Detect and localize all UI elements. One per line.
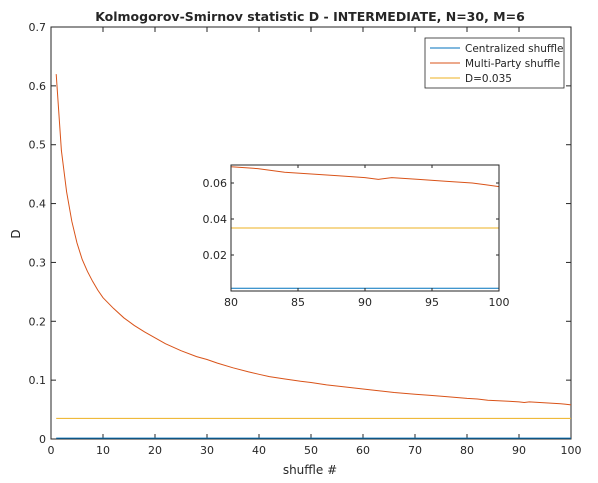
y-tick-label-4: 0.4 (29, 198, 47, 211)
legend: Centralized shuffle Multi-Party shuffle D=… (424, 37, 565, 89)
y-tick-label-2: 0.2 (29, 315, 47, 328)
x-tick-label-3: 30 (200, 444, 214, 457)
y-tick-label-0: 0 (39, 433, 46, 446)
inset-plot: 80 85 90 95 100 0.02 0.04 0.06 (203, 164, 510, 309)
inset-x-tick-label-0: 80 (224, 296, 238, 309)
inset-y-tick-label-2: 0.06 (203, 177, 228, 190)
legend-label-centralized-shuffle: Centralized shuffle (465, 43, 564, 55)
x-tick-label-10: 100 (561, 444, 582, 457)
x-tick-label-2: 20 (148, 444, 162, 457)
x-tick-label-9: 90 (512, 444, 526, 457)
inset-x-tick-label-3: 95 (425, 296, 439, 309)
y-axis-label: D (9, 229, 23, 238)
series-line-multi-party-shuffle (55, 74, 572, 406)
inset-y-tick-label-1: 0.04 (203, 213, 228, 226)
inset-series-line-multi-party-shuffle (231, 166, 499, 188)
x-tick-label-8: 80 (460, 444, 474, 457)
y-tick-label-6: 0.6 (29, 80, 47, 93)
x-tick-label-6: 60 (356, 444, 370, 457)
legend-label-d-0-035: D=0.035 (465, 73, 512, 85)
x-tick-label-1: 10 (96, 444, 110, 457)
x-axis-label: shuffle # (283, 463, 337, 477)
inset-y-tick-label-0: 0.02 (203, 249, 228, 262)
inset-x-tick-label-4: 100 (489, 296, 510, 309)
inset-series (231, 166, 499, 289)
inset-x-tick-label-2: 90 (358, 296, 372, 309)
chart-title: Kolmogorov-Smirnov statistic D - INTERME… (95, 9, 525, 24)
x-tick-label-0: 0 (48, 444, 55, 457)
y-tick-label-1: 0.1 (29, 374, 47, 387)
x-tick-label-4: 40 (252, 444, 266, 457)
inset-x-tick-label-1: 85 (291, 296, 305, 309)
x-tick-label-5: 50 (304, 444, 318, 457)
legend-label-multi-party-shuffle: Multi-Party shuffle (465, 58, 560, 70)
y-tick-label-7: 0.7 (29, 21, 47, 34)
x-tick-label-7: 70 (408, 444, 422, 457)
y-tick-label-5: 0.5 (29, 139, 47, 152)
y-tick-label-3: 0.3 (29, 256, 47, 269)
